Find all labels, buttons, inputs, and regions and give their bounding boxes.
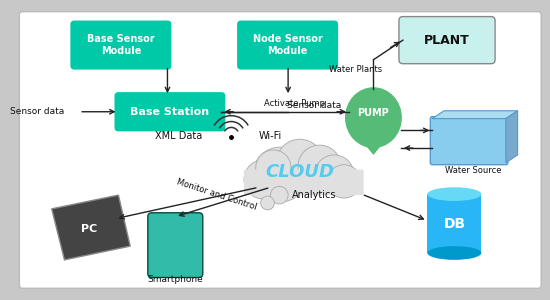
Circle shape bbox=[298, 145, 341, 188]
Text: Node Sensor
Module: Node Sensor Module bbox=[253, 34, 322, 56]
FancyBboxPatch shape bbox=[244, 169, 364, 195]
FancyBboxPatch shape bbox=[70, 20, 172, 70]
Text: CLOUD: CLOUD bbox=[266, 163, 334, 181]
FancyBboxPatch shape bbox=[237, 20, 338, 70]
Text: Base Sensor
Module: Base Sensor Module bbox=[87, 34, 155, 56]
FancyBboxPatch shape bbox=[148, 213, 203, 278]
Polygon shape bbox=[359, 137, 388, 155]
Text: Smartphone: Smartphone bbox=[147, 275, 203, 284]
Text: Analytics: Analytics bbox=[293, 190, 337, 200]
Circle shape bbox=[271, 186, 288, 204]
Text: Activate Pump: Activate Pump bbox=[265, 99, 326, 108]
Text: Sensor data: Sensor data bbox=[288, 101, 342, 110]
Circle shape bbox=[327, 165, 361, 198]
Circle shape bbox=[253, 147, 308, 202]
Text: Water Source: Water Source bbox=[445, 166, 501, 175]
Polygon shape bbox=[52, 195, 130, 260]
Circle shape bbox=[315, 155, 354, 194]
Text: Water Plants: Water Plants bbox=[329, 65, 382, 74]
Text: PUMP: PUMP bbox=[358, 108, 389, 118]
Text: Wi-Fi: Wi-Fi bbox=[258, 131, 282, 141]
Text: PC: PC bbox=[81, 224, 97, 234]
FancyBboxPatch shape bbox=[430, 117, 508, 165]
Text: Monitor and Control: Monitor and Control bbox=[175, 177, 257, 211]
Text: Base Station: Base Station bbox=[130, 107, 210, 117]
Circle shape bbox=[244, 160, 283, 199]
FancyBboxPatch shape bbox=[114, 92, 226, 131]
Text: Sensor data: Sensor data bbox=[10, 107, 64, 116]
Text: DB: DB bbox=[443, 217, 465, 231]
Circle shape bbox=[261, 196, 274, 210]
Circle shape bbox=[276, 139, 323, 186]
FancyBboxPatch shape bbox=[399, 16, 495, 64]
FancyBboxPatch shape bbox=[19, 12, 541, 288]
Polygon shape bbox=[506, 111, 518, 163]
Circle shape bbox=[256, 150, 291, 185]
Text: XML Data: XML Data bbox=[155, 131, 202, 141]
Ellipse shape bbox=[427, 246, 481, 260]
Ellipse shape bbox=[345, 87, 402, 148]
Polygon shape bbox=[432, 111, 518, 119]
FancyBboxPatch shape bbox=[427, 194, 481, 253]
Text: PLANT: PLANT bbox=[424, 34, 470, 46]
Ellipse shape bbox=[427, 187, 481, 201]
